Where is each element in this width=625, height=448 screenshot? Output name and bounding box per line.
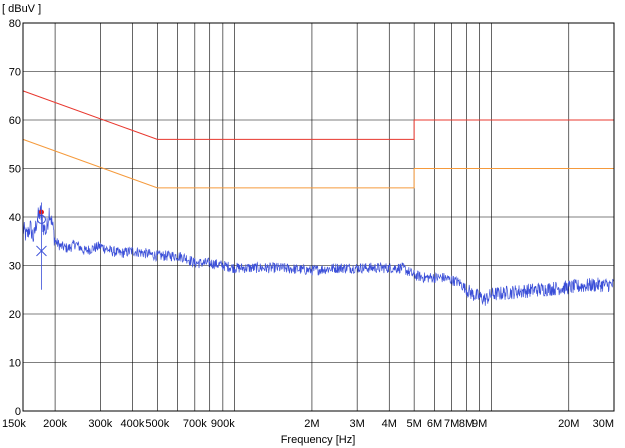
x-tick-label: 30M <box>593 418 614 430</box>
x-tick-label: 300k <box>88 418 112 430</box>
measurement-trace <box>22 205 615 306</box>
x-tick-label: 20M <box>558 418 579 430</box>
x-tick-label: 400k <box>120 418 144 430</box>
y-tick-label: 80 <box>9 18 21 30</box>
x-tick-label: 6M <box>427 418 442 430</box>
x-tick-label: 900k <box>211 418 235 430</box>
x-axis-label: Frequency [Hz] <box>281 434 356 446</box>
y-tick-label: 50 <box>9 164 21 176</box>
x-tick-label: 700k <box>183 418 207 430</box>
y-tick-label: 30 <box>9 261 21 273</box>
limit-line-avg <box>22 138 614 189</box>
x-tick-label: 3M <box>350 418 365 430</box>
x-tick-label: 5M <box>406 418 421 430</box>
y-axis-label: [ dBuV ] <box>2 3 41 15</box>
y-tick-label: 0 <box>15 406 21 418</box>
x-tick-label: 500k <box>145 418 169 430</box>
x-tick-label: 9M <box>472 418 487 430</box>
y-tick-label: 70 <box>9 67 21 79</box>
x-tick-label: 8M <box>459 418 474 430</box>
series-layer <box>22 90 615 306</box>
y-tick-label: 40 <box>9 212 21 224</box>
y-tick-label: 10 <box>9 358 21 370</box>
x-tick-label: 4M <box>382 418 397 430</box>
marker-layer <box>36 202 47 290</box>
grid-layer <box>23 23 614 411</box>
label-layer: 0 10 20 30 40 50 60 70 80 150k 200k 300k 400k 500k 700… <box>2 18 614 430</box>
x-tick-label: 200k <box>43 418 67 430</box>
x-tick-label: 7M <box>444 418 459 430</box>
x-tick-label: 150k <box>2 418 26 430</box>
y-tick-label: 20 <box>9 309 21 321</box>
plot-frame <box>22 22 615 412</box>
limit-line-qp <box>22 90 614 140</box>
x-tick-label: 2M <box>304 418 319 430</box>
y-tick-label: 60 <box>9 115 21 127</box>
